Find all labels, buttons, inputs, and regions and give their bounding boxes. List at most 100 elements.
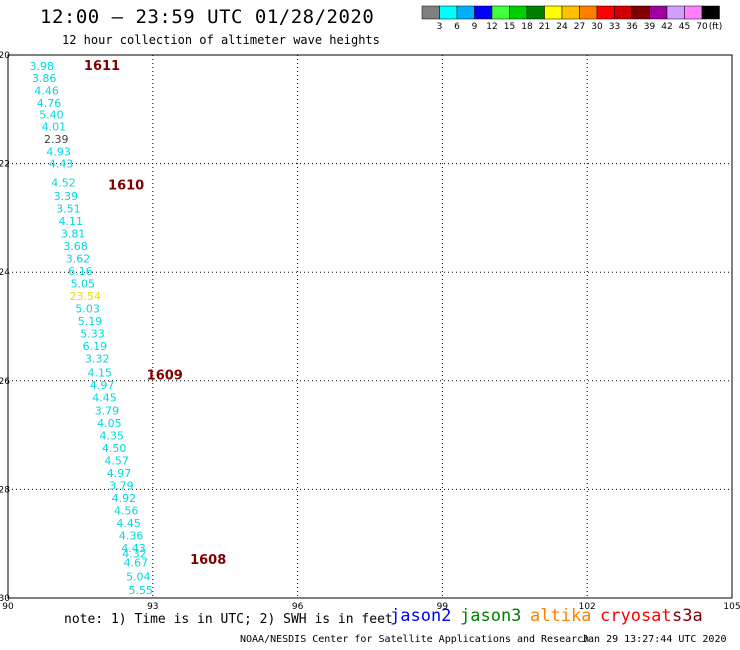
x-tick-label: 90: [2, 602, 14, 612]
color-scale-swatch: [701, 5, 720, 20]
wave-height-label: 4.50: [102, 442, 127, 455]
satellite-cryosat: cryosat: [600, 606, 672, 626]
pass-time-label: 1610: [108, 178, 144, 193]
y-tick-label: -20: [0, 51, 10, 61]
color-scale-label: 21: [539, 22, 550, 32]
wave-height-label: 3.86: [32, 72, 57, 85]
color-scale-label: 33: [609, 22, 620, 32]
y-tick-label: -22: [0, 160, 10, 170]
wave-height-label: 2.39: [44, 133, 69, 146]
color-scale-label: 39: [644, 22, 656, 32]
color-scale-swatch: [439, 5, 458, 20]
color-scale-swatch: [631, 5, 650, 20]
wave-height-label: 4.45: [116, 517, 141, 530]
wave-height-label: 4.15: [87, 367, 112, 380]
map-title: 12:00 — 23:59 UTC 01/28/2020: [40, 6, 375, 28]
satellite-altika: altika: [530, 606, 592, 626]
wave-height-label: 4.11: [58, 215, 83, 228]
satellite-s3a: s3a: [672, 606, 703, 626]
wave-height-label: 4.46: [34, 84, 59, 97]
wave-height-label: 4.92: [112, 492, 137, 505]
color-scale-label: 24: [556, 22, 568, 32]
color-scale-swatch: [579, 5, 598, 20]
color-scale-label: 15: [504, 22, 515, 32]
color-scale-label: 9: [472, 22, 478, 32]
wave-height-label: 4.01: [42, 121, 67, 134]
wave-height-label: 4.52: [51, 177, 76, 190]
color-scale-label: 36: [626, 22, 638, 32]
wave-height-label: 3.81: [61, 228, 86, 241]
wave-height-label: 4.32: [122, 547, 147, 560]
color-scale-swatch: [526, 5, 545, 20]
map-frame: [7, 54, 733, 599]
wave-height-label: 3.39: [54, 190, 79, 203]
wave-height-label: 4.67: [124, 557, 149, 570]
wave-height-label: 4.36: [119, 530, 144, 543]
color-scale-label: 45: [679, 22, 690, 32]
color-scale-swatch: [649, 5, 668, 20]
wave-height-label: 5.19: [78, 315, 103, 328]
wave-height-label: 5.55: [128, 584, 153, 597]
y-tick-label: -28: [0, 485, 10, 495]
wave-height-label: 4.35: [100, 430, 125, 443]
wave-height-label: 4.43: [121, 542, 146, 555]
timestamp: Jan 29 13:27:44 UTC 2020: [582, 634, 727, 645]
wave-height-label: 5.33: [80, 328, 105, 341]
y-tick-label: -24: [0, 268, 10, 278]
wave-height-label: 4.57: [104, 455, 129, 468]
pass-time-label: 1611: [84, 59, 120, 74]
color-scale-swatch: [544, 5, 563, 20]
credit-line: NOAA/NESDIS Center for Satellite Applica…: [240, 634, 590, 645]
satellite-jason2: jason2: [390, 606, 452, 626]
x-tick-label: 99: [437, 602, 449, 612]
footer-note: note: 1) Time is in UTC; 2) SWH is in fe…: [64, 612, 393, 627]
wave-height-label: 5.03: [75, 303, 100, 316]
color-scale-swatch: [596, 5, 615, 20]
color-scale-label: 18: [521, 22, 533, 32]
color-scale-swatch: [614, 5, 633, 20]
wave-height-label: 3.68: [63, 240, 88, 253]
wave-height-label: 5.05: [71, 278, 96, 291]
color-scale-label: 6: [454, 22, 460, 32]
color-scale-swatch: [491, 5, 510, 20]
color-scale-label: 12: [486, 22, 497, 32]
wave-height-label: 4.05: [97, 417, 122, 430]
color-scale-swatch: [561, 5, 580, 20]
y-tick-label: -30: [0, 594, 10, 604]
wave-height-label: 3.62: [66, 253, 91, 266]
wave-height-label: 5.04: [126, 570, 151, 583]
wave-height-label: 6.19: [83, 340, 108, 353]
color-scale-swatch: [474, 5, 493, 20]
color-scale-label: 30: [591, 22, 603, 32]
color-scale-label: 70: [696, 22, 708, 32]
wave-height-label: 3.79: [95, 405, 120, 418]
y-tick-label: -26: [0, 377, 10, 387]
wave-height-label: 4.97: [90, 379, 115, 392]
wave-height-label: 3.51: [56, 203, 81, 216]
wave-height-label: 4.93: [46, 146, 71, 159]
x-tick-label: 105: [723, 602, 740, 612]
wave-height-label: 4.76: [37, 97, 62, 110]
pass-time-label: 1609: [147, 368, 183, 383]
color-scale-swatch: [456, 5, 475, 20]
wave-height-label: 5.40: [39, 109, 64, 122]
satellite-jason3: jason3: [460, 606, 522, 626]
wave-height-label: 4.56: [114, 505, 139, 518]
wave-height-label: 23.54: [69, 290, 101, 303]
x-tick-label: 102: [579, 602, 596, 612]
pass-time-label: 1608: [190, 553, 226, 568]
wave-height-label: 6.16: [68, 265, 93, 278]
x-tick-label: 93: [147, 602, 158, 612]
color-scale-label: 27: [574, 22, 585, 32]
wave-height-label: 3.32: [85, 353, 110, 366]
x-tick-label: 96: [292, 602, 304, 612]
wave-height-label: 4.45: [92, 392, 117, 405]
color-scale-swatch: [509, 5, 528, 20]
color-scale-swatch: [421, 5, 440, 20]
map-subtitle: 12 hour collection of altimeter wave hei…: [62, 33, 380, 47]
wave-height-label: 4.97: [107, 467, 132, 480]
color-scale-unit: (ft): [709, 22, 723, 32]
wave-height-label: 3.79: [109, 480, 134, 493]
color-scale-label: 42: [661, 22, 672, 32]
